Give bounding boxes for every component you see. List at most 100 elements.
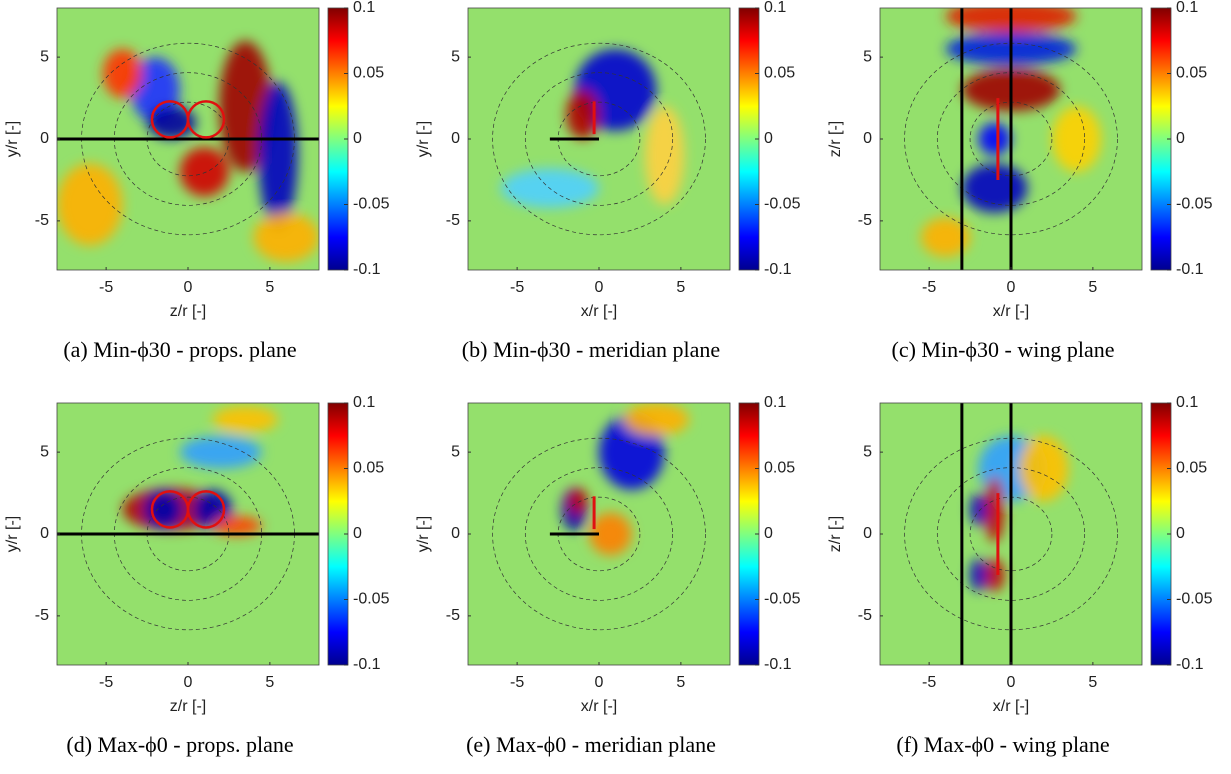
colorbar-tick-label: -0.1	[1176, 261, 1204, 278]
y-tick-label: -5	[35, 212, 49, 229]
field-blob	[179, 435, 262, 469]
field	[57, 403, 319, 665]
x-tick-label: 5	[265, 279, 274, 296]
field	[468, 8, 730, 270]
colorbar-tick-label: -0.1	[764, 656, 792, 673]
y-tick-label: 0	[40, 130, 49, 147]
x-axis-label: x/r [-]	[581, 698, 617, 715]
x-tick-label: -5	[510, 279, 524, 296]
prop-disk	[186, 100, 226, 139]
field-blob	[130, 57, 180, 123]
x-tick-label: -5	[510, 674, 524, 691]
y-tick-label: -5	[858, 212, 872, 229]
y-axis-label: y/r [-]	[415, 516, 432, 552]
x-tick-label: 5	[676, 279, 685, 296]
caption: (f) Max-ϕ0 - wing plane	[896, 732, 1109, 757]
panel: -5 0 5 -5 0 5 x/r [-] y/r [-] (b) Min-ϕ30 - meri…	[415, 0, 800, 362]
colorbar-tick-label: 0.05	[764, 460, 795, 477]
caption: (d) Max-ϕ0 - props. plane	[66, 732, 293, 757]
colorbar-tick-label: 0.05	[1176, 460, 1207, 477]
x-tick-label: 0	[184, 279, 193, 296]
y-tick-label: 0	[863, 130, 872, 147]
colorbar-tick-label: -0.05	[353, 591, 390, 608]
x-tick-label: -5	[922, 674, 936, 691]
panel: -5 0 5 -5 0 5 x/r [-] y/r [-] (e) Max-ϕ0 - merid…	[415, 394, 800, 757]
x-axis-label: x/r [-]	[993, 303, 1029, 320]
colorbar-tick-label: -0.1	[764, 261, 792, 278]
colorbar-tick-label: 0	[353, 525, 362, 542]
x-axis-label: x/r [-]	[581, 303, 617, 320]
field-blob	[179, 147, 229, 197]
field-blob	[978, 122, 1011, 156]
contour	[524, 467, 674, 601]
y-tick-label: 0	[451, 525, 460, 542]
colorbar-tick-label: 0.05	[764, 65, 795, 82]
contour	[492, 42, 706, 236]
field-blob	[1019, 435, 1069, 502]
field-blob	[970, 493, 987, 526]
field-blob	[984, 476, 1005, 543]
y-tick-label: 0	[40, 525, 49, 542]
panel: -5 0 5 -5 0 5 z/r [-] y/r [-] (a) Min-ϕ30 - prop…	[4, 0, 389, 362]
x-tick-label: 5	[1088, 674, 1097, 691]
caption: (e) Max-ϕ0 - meridian plane	[466, 732, 716, 757]
field-blob	[961, 163, 1028, 213]
colorbar-tick-label: -0.1	[353, 261, 381, 278]
colorbar-tick-label: 0	[764, 525, 773, 542]
colorbar-tick-label: 0.1	[764, 394, 786, 411]
field-blob	[143, 489, 184, 530]
x-tick-label: 0	[595, 279, 604, 296]
y-axis-label: y/r [-]	[4, 121, 21, 157]
colorbar-tick-label: 0.05	[353, 65, 384, 82]
field-blob	[1051, 106, 1102, 172]
caption: (b) Min-ϕ30 - meridian plane	[462, 337, 720, 362]
field-blob	[253, 212, 319, 262]
field-blob	[258, 81, 298, 230]
field-blob	[567, 488, 588, 515]
colorbar-tick-label: 0.05	[353, 460, 384, 477]
contour	[492, 437, 706, 631]
x-tick-label: 5	[1088, 279, 1097, 296]
field-blob	[566, 89, 599, 139]
x-tick-label: 0	[1007, 674, 1016, 691]
prop-disk	[186, 490, 226, 529]
colorbar-tick-label: 0.1	[1176, 394, 1198, 411]
colorbar-tick-label: 0.1	[353, 394, 375, 411]
field-blob	[970, 558, 987, 592]
x-axis-label: z/r [-]	[170, 698, 206, 715]
panel: -5 0 5 -5 0 5 x/r [-] z/r [-] (f) Max-ϕ0 - wing …	[827, 394, 1212, 757]
y-tick-label: -5	[35, 607, 49, 624]
caption: (a) Min-ϕ30 - props. plane	[63, 337, 296, 362]
x-tick-label: 5	[676, 674, 685, 691]
colorbar-tick-label: -0.05	[1176, 196, 1213, 213]
x-tick-label: -5	[922, 279, 936, 296]
colorbar-tick-label: -0.05	[1176, 591, 1213, 608]
contour	[524, 72, 674, 206]
field	[880, 403, 1142, 665]
y-tick-label: 5	[863, 48, 872, 65]
y-axis-label: z/r [-]	[827, 516, 844, 552]
x-tick-label: 0	[1007, 279, 1016, 296]
field	[57, 8, 319, 270]
y-tick-label: 5	[40, 443, 49, 460]
x-axis-label: z/r [-]	[170, 303, 206, 320]
panel: -5 0 5 -5 0 5 z/r [-] y/r [-] (d) Max-ϕ0 - props…	[4, 394, 389, 757]
colorbar-tick-label: -0.05	[764, 196, 801, 213]
field-blob	[212, 515, 262, 536]
colorbar-tick-label: 0.1	[764, 0, 786, 16]
colorbar-tick-label: -0.05	[353, 196, 390, 213]
colorbar-tick-label: 0	[353, 130, 362, 147]
field-blob	[644, 106, 685, 205]
colorbar-tick-label: -0.05	[764, 591, 801, 608]
y-axis-label: y/r [-]	[4, 516, 21, 552]
y-tick-label: 0	[863, 525, 872, 542]
field-blob	[102, 48, 143, 99]
colorbar-tick-label: 0.1	[353, 0, 375, 16]
colorbar-tick-label: -0.1	[1176, 656, 1204, 673]
x-tick-label: 0	[184, 674, 193, 691]
y-tick-label: -5	[446, 607, 460, 624]
y-tick-label: -5	[858, 607, 872, 624]
y-tick-label: 5	[40, 48, 49, 65]
panel: -5 0 5 -5 0 5 x/r [-] z/r [-] (c) Min-ϕ30 - wing…	[827, 0, 1212, 362]
